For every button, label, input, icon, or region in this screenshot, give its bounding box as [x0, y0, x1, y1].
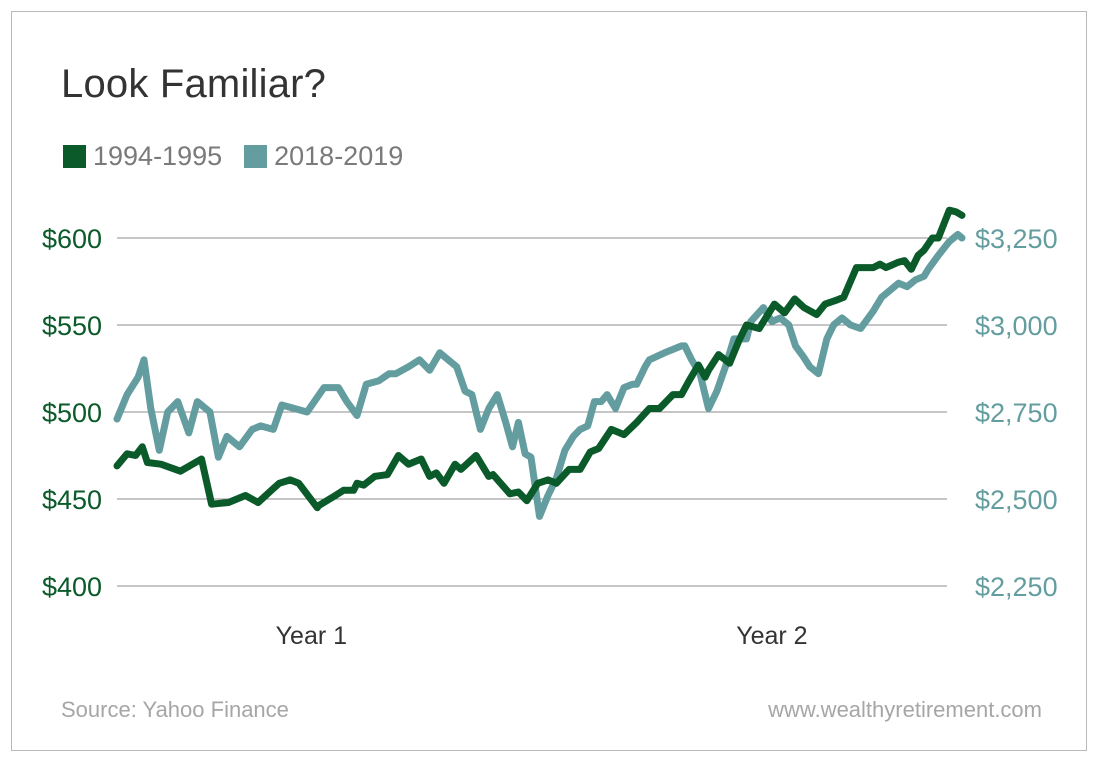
legend-swatch-1994-1995: [63, 145, 86, 168]
chart-legend: 1994-1995 2018-2019: [63, 141, 403, 172]
left-tick-label: $600: [42, 224, 102, 254]
left-tick-label: $400: [42, 572, 102, 602]
right-tick-label: $2,750: [975, 398, 1058, 428]
source-note: Source: Yahoo Finance: [61, 697, 289, 722]
legend-label-2018-2019: 2018-2019: [274, 141, 404, 171]
x-category-label: Year 2: [736, 622, 807, 650]
left-tick-label: $500: [42, 398, 102, 428]
site-url: www.wealthyretirement.com: [768, 697, 1042, 722]
legend-item-1994-1995: 1994-1995: [63, 141, 222, 172]
legend-label-1994-1995: 1994-1995: [93, 141, 223, 171]
right-tick-label: $3,250: [975, 224, 1058, 254]
left-tick-label: $550: [42, 311, 102, 341]
chart-title: Look Familiar?: [61, 62, 327, 106]
x-category-label: Year 1: [276, 622, 347, 650]
left-tick-label: $450: [42, 485, 102, 515]
right-tick-label: $2,500: [975, 485, 1058, 515]
right-tick-label: $3,000: [975, 311, 1058, 341]
legend-swatch-2018-2019: [244, 145, 268, 168]
right-tick-label: $2,250: [975, 572, 1058, 602]
series-line-1994-1995: [113, 206, 966, 512]
legend-item-2018-2019: 2018-2019: [244, 141, 403, 172]
series-line-2018-2019: [113, 231, 966, 520]
chart-card: [11, 11, 1087, 751]
